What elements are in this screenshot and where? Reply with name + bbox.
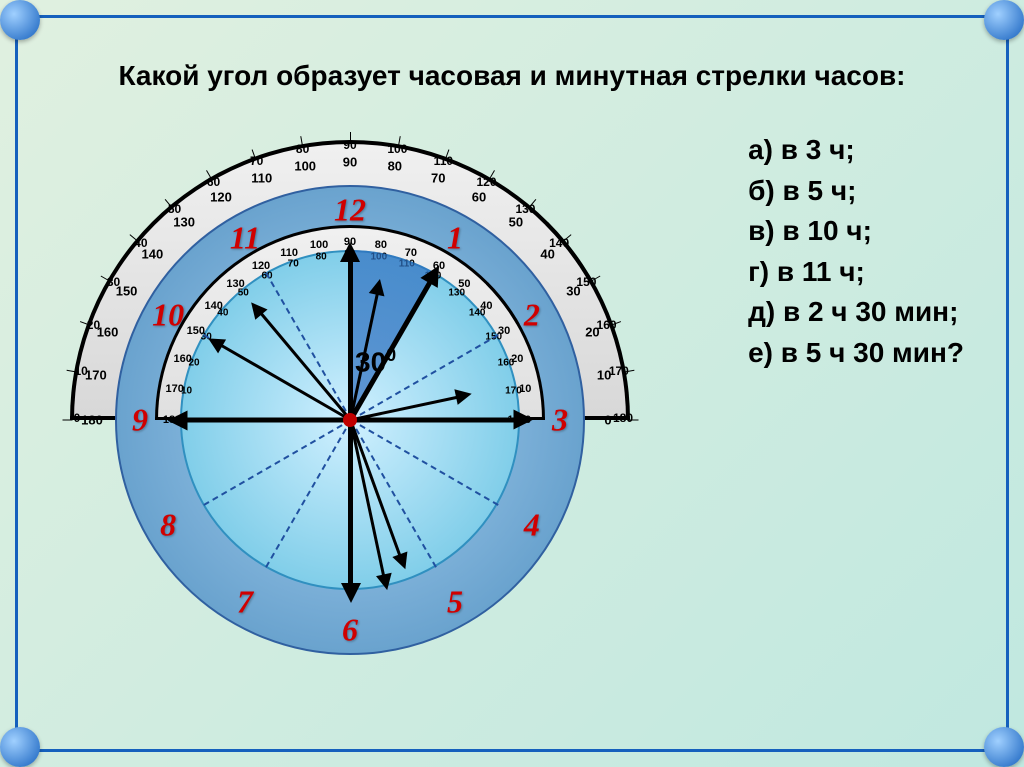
hour-number-2: 2 (524, 297, 540, 334)
question-title: Какой угол образует часовая и минутная с… (0, 60, 1024, 92)
clock-hand (185, 418, 350, 423)
protractor-outer-right-label: 0 (604, 413, 611, 428)
protractor-outer-left-label: 0 (74, 411, 81, 425)
hour-number-1: 1 (447, 220, 463, 257)
protractor-outer-left-label: 40 (134, 236, 147, 250)
protractor-outer-right-label: 100 (294, 158, 316, 173)
hour-number-6: 6 (342, 612, 358, 649)
hour-number-5: 5 (447, 583, 463, 620)
answer-item: а) в 3 ч; (748, 130, 964, 171)
protractor-outer-right-label: 60 (472, 189, 486, 204)
answer-list: а) в 3 ч; б) в 5 ч; в) в 10 ч; г) в 11 ч… (748, 130, 964, 374)
protractor-outer-left-label: 170 (609, 364, 629, 378)
protractor-outer-left-label: 140 (549, 236, 569, 250)
protractor-outer-left-label: 120 (476, 175, 496, 189)
protractor-outer-right-label: 70 (431, 170, 445, 185)
protractor-outer-left-label: 60 (207, 175, 220, 189)
protractor-outer-left-label: 50 (168, 202, 181, 216)
corner-orb (0, 727, 40, 767)
protractor-outer-right-label: 120 (210, 189, 232, 204)
angle-value-label: 300 (355, 345, 396, 378)
corner-orb (984, 0, 1024, 40)
clock-hand (350, 418, 515, 423)
protractor-tick (63, 420, 73, 421)
protractor-outer-right-label: 90 (343, 155, 357, 170)
protractor-outer-right-label: 50 (509, 215, 523, 230)
hour-number-3: 3 (552, 402, 568, 439)
hour-number-9: 9 (132, 402, 148, 439)
answer-item: в) в 10 ч; (748, 211, 964, 252)
clock-protractor-diagram: 300 018001801017010170201602016030150301… (50, 120, 650, 720)
protractor-inner-right-label: 110 (280, 247, 298, 259)
angle-degree-sup: 0 (386, 345, 396, 365)
protractor-outer-left-label: 30 (107, 275, 120, 289)
protractor-inner-right-label: 70 (405, 247, 417, 259)
center-dot (343, 413, 357, 427)
clock-hand (348, 260, 353, 420)
answer-item: г) в 11 ч; (748, 252, 964, 293)
protractor-outer-left-label: 70 (250, 154, 263, 168)
hour-number-8: 8 (160, 507, 176, 544)
protractor-inner-right-label: 100 (310, 239, 328, 251)
angle-value: 30 (355, 346, 386, 377)
hour-number-11: 11 (230, 220, 260, 257)
protractor-outer-left-label: 20 (87, 318, 100, 332)
protractor-outer-left-label: 10 (74, 364, 87, 378)
corner-orb (0, 0, 40, 40)
protractor-outer-right-label: 170 (85, 368, 107, 383)
protractor-outer-left-label: 150 (576, 275, 596, 289)
corner-orb (984, 727, 1024, 767)
hour-number-10: 10 (152, 297, 184, 334)
protractor-outer-left-label: 130 (515, 202, 535, 216)
answer-item: е) в 5 ч 30 мин? (748, 333, 964, 374)
protractor-outer-left-label: 110 (434, 154, 453, 168)
answer-item: д) в 2 ч 30 мин; (748, 292, 964, 333)
protractor-outer-right-label: 130 (173, 215, 195, 230)
hour-number-12: 12 (334, 192, 366, 229)
answer-item: б) в 5 ч; (748, 171, 964, 212)
protractor-outer-left-label: 80 (296, 142, 309, 156)
hour-number-4: 4 (524, 507, 540, 544)
protractor-outer-right-label: 110 (251, 170, 272, 185)
protractor-outer-left-label: 90 (343, 138, 356, 152)
protractor-outer-left-label: 160 (597, 318, 617, 332)
protractor-inner-right-label: 80 (375, 239, 387, 251)
protractor-outer-right-label: 180 (81, 413, 103, 428)
protractor-outer-right-label: 80 (388, 158, 402, 173)
hour-number-7: 7 (237, 583, 253, 620)
protractor-outer-left-label: 180 (613, 411, 633, 425)
clock-hand (348, 420, 353, 585)
protractor-outer-left-label: 100 (387, 142, 407, 156)
